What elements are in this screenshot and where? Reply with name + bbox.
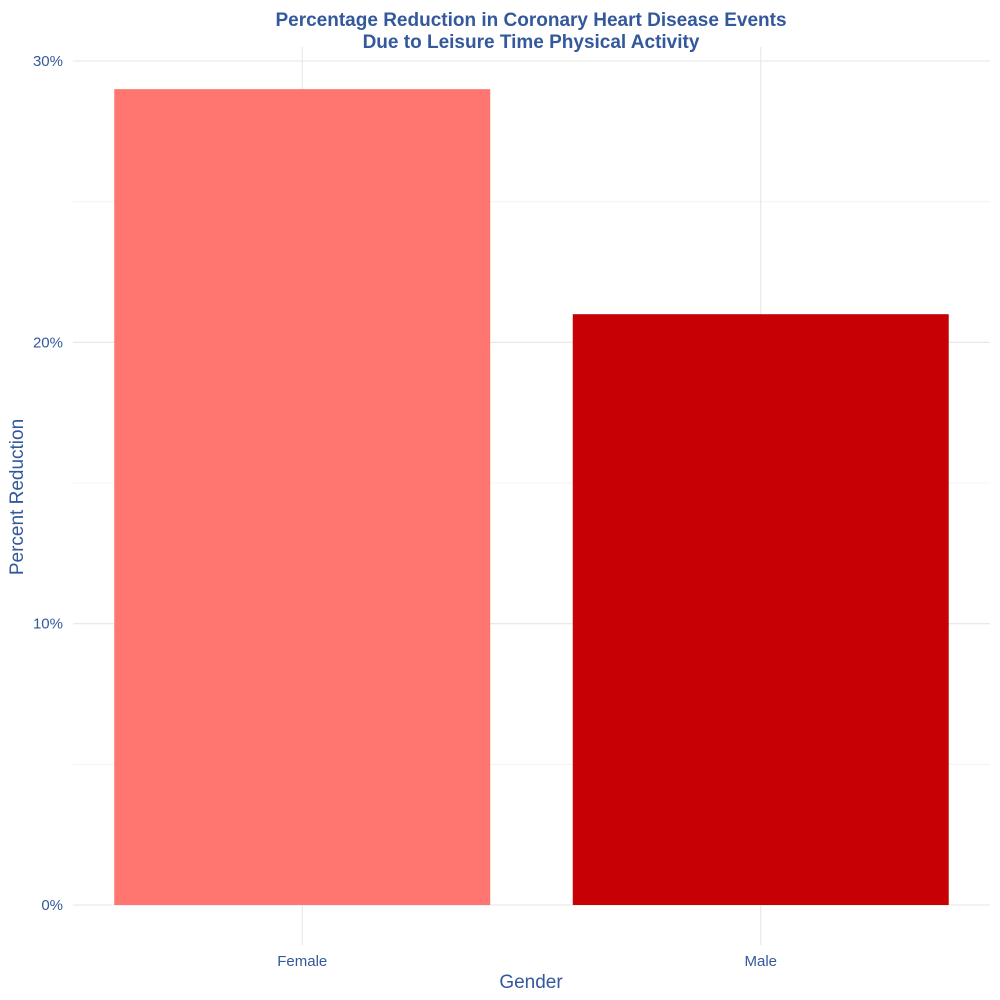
- chart-title-line-2: Due to Leisure Time Physical Activity: [363, 32, 700, 53]
- y-tick-label: 20%: [33, 334, 63, 351]
- y-axis-title: Percent Reduction: [7, 419, 28, 575]
- x-axis-title: Gender: [499, 972, 563, 993]
- y-tick-label: 10%: [33, 616, 63, 633]
- y-tick-label: 30%: [33, 53, 63, 70]
- bar-female: [114, 89, 491, 906]
- bars: [114, 89, 949, 906]
- chart-title-line-1: Percentage Reduction in Coronary Heart D…: [275, 10, 786, 31]
- x-tick-label: Female: [277, 953, 327, 970]
- y-tick-label: 0%: [41, 897, 63, 914]
- x-axis-ticks: Female Male: [277, 953, 777, 970]
- bar-male: [572, 314, 949, 905]
- x-tick-label: Male: [744, 953, 777, 970]
- y-axis-ticks: 0% 10% 20% 30%: [33, 53, 63, 914]
